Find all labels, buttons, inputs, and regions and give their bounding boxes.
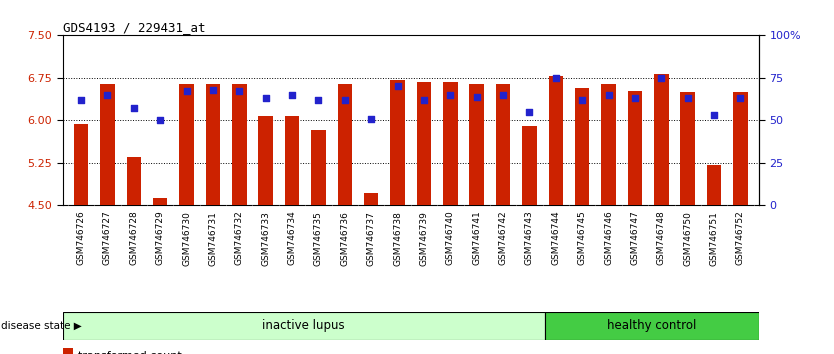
Text: transformed count: transformed count bbox=[78, 351, 182, 354]
Point bbox=[734, 96, 747, 101]
Text: GSM746736: GSM746736 bbox=[340, 211, 349, 266]
Point bbox=[127, 105, 140, 111]
Text: GSM746730: GSM746730 bbox=[182, 211, 191, 266]
Text: GSM746735: GSM746735 bbox=[314, 211, 323, 266]
Bar bbox=[73, 124, 88, 205]
Bar bbox=[707, 165, 721, 205]
Text: GSM746741: GSM746741 bbox=[472, 211, 481, 266]
Bar bbox=[549, 76, 563, 205]
Point bbox=[233, 88, 246, 94]
Point bbox=[681, 96, 695, 101]
Bar bbox=[496, 84, 510, 205]
Text: GSM746737: GSM746737 bbox=[367, 211, 375, 266]
Bar bbox=[284, 116, 299, 205]
Text: GSM746750: GSM746750 bbox=[683, 211, 692, 266]
Bar bbox=[522, 126, 537, 205]
Bar bbox=[179, 84, 193, 205]
Bar bbox=[63, 348, 73, 354]
Point bbox=[444, 92, 457, 98]
Bar bbox=[259, 116, 273, 205]
Bar bbox=[470, 84, 484, 205]
Point bbox=[602, 92, 615, 98]
Text: disease state ▶: disease state ▶ bbox=[1, 321, 82, 331]
Text: GSM746751: GSM746751 bbox=[710, 211, 719, 266]
Point bbox=[417, 97, 430, 103]
Bar bbox=[232, 84, 247, 205]
Text: GSM746745: GSM746745 bbox=[578, 211, 586, 266]
Text: GSM746727: GSM746727 bbox=[103, 211, 112, 266]
Text: GSM746729: GSM746729 bbox=[156, 211, 164, 266]
Point bbox=[101, 92, 114, 98]
Text: GSM746732: GSM746732 bbox=[235, 211, 244, 266]
Bar bbox=[733, 92, 748, 205]
Text: GSM746748: GSM746748 bbox=[657, 211, 666, 266]
Bar bbox=[127, 157, 141, 205]
Text: GSM746734: GSM746734 bbox=[288, 211, 297, 266]
Bar bbox=[443, 82, 458, 205]
Point bbox=[575, 97, 589, 103]
Point bbox=[391, 84, 404, 89]
Point bbox=[285, 92, 299, 98]
Bar bbox=[575, 87, 590, 205]
Text: GSM746744: GSM746744 bbox=[551, 211, 560, 265]
Bar bbox=[364, 193, 379, 205]
Text: GSM746746: GSM746746 bbox=[604, 211, 613, 266]
Text: GDS4193 / 229431_at: GDS4193 / 229431_at bbox=[63, 21, 205, 34]
Text: GSM746743: GSM746743 bbox=[525, 211, 534, 266]
Point bbox=[364, 116, 378, 121]
Text: GSM746731: GSM746731 bbox=[208, 211, 218, 266]
Text: GSM746752: GSM746752 bbox=[736, 211, 745, 266]
Bar bbox=[153, 198, 168, 205]
Point bbox=[707, 113, 721, 118]
Bar bbox=[100, 84, 114, 205]
Text: GSM746733: GSM746733 bbox=[261, 211, 270, 266]
Point bbox=[523, 109, 536, 115]
Text: inactive lupus: inactive lupus bbox=[263, 319, 345, 332]
Text: GSM746740: GSM746740 bbox=[446, 211, 455, 266]
Bar bbox=[601, 84, 615, 205]
Point bbox=[655, 75, 668, 81]
Text: GSM746747: GSM746747 bbox=[631, 211, 640, 266]
Bar bbox=[545, 312, 759, 340]
Point bbox=[470, 94, 484, 99]
Bar bbox=[206, 84, 220, 205]
Text: GSM746738: GSM746738 bbox=[393, 211, 402, 266]
Point bbox=[496, 92, 510, 98]
Point bbox=[206, 87, 219, 93]
Point bbox=[180, 88, 193, 94]
Bar bbox=[417, 82, 431, 205]
Point bbox=[549, 75, 562, 81]
Text: healthy control: healthy control bbox=[607, 319, 696, 332]
Bar bbox=[628, 91, 642, 205]
Text: GSM746728: GSM746728 bbox=[129, 211, 138, 266]
Point bbox=[628, 96, 641, 101]
Bar bbox=[654, 74, 669, 205]
Point bbox=[153, 118, 167, 123]
Text: GSM746742: GSM746742 bbox=[499, 211, 508, 265]
Point bbox=[312, 97, 325, 103]
Bar bbox=[338, 84, 352, 205]
Bar bbox=[390, 80, 404, 205]
Bar bbox=[681, 92, 695, 205]
Point bbox=[259, 96, 273, 101]
Bar bbox=[311, 130, 325, 205]
Point bbox=[74, 97, 88, 103]
Text: GSM746726: GSM746726 bbox=[77, 211, 86, 266]
Point bbox=[338, 97, 351, 103]
Text: GSM746739: GSM746739 bbox=[420, 211, 429, 266]
Bar bbox=[63, 312, 545, 340]
